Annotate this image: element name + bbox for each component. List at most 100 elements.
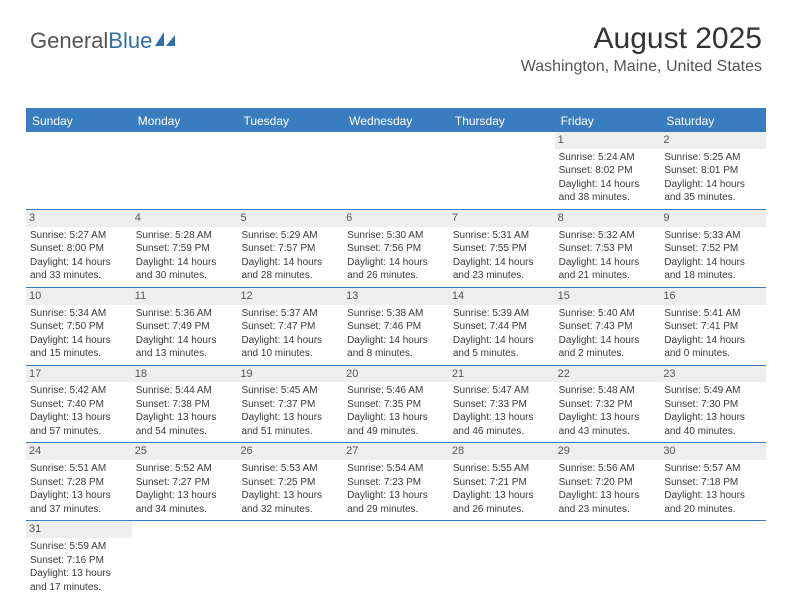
sunrise-text: Sunrise: 5:52 AM xyxy=(136,462,234,476)
day-number: 6 xyxy=(343,210,449,227)
week-row: 17Sunrise: 5:42 AMSunset: 7:40 PMDayligh… xyxy=(26,366,766,444)
sunset-text: Sunset: 7:37 PM xyxy=(241,398,339,412)
day-cell xyxy=(132,521,238,598)
sunrise-text: Sunrise: 5:24 AM xyxy=(559,151,657,165)
day-cell xyxy=(237,521,343,598)
day-cell: 25Sunrise: 5:52 AMSunset: 7:27 PMDayligh… xyxy=(132,443,238,520)
day-cell xyxy=(132,132,238,209)
day-number: 18 xyxy=(132,366,238,383)
day-cell xyxy=(237,132,343,209)
sunrise-text: Sunrise: 5:51 AM xyxy=(30,462,128,476)
day-cell: 23Sunrise: 5:49 AMSunset: 7:30 PMDayligh… xyxy=(660,366,766,443)
day-cell xyxy=(660,521,766,598)
week-row: 10Sunrise: 5:34 AMSunset: 7:50 PMDayligh… xyxy=(26,288,766,366)
logo-text-blue: Blue xyxy=(108,28,152,54)
daylight-text: Daylight: 13 hours and 51 minutes. xyxy=(241,411,339,438)
weekday-header: Monday xyxy=(132,110,238,132)
day-number: 11 xyxy=(132,288,238,305)
page-title: August 2025 xyxy=(521,22,762,56)
sunrise-text: Sunrise: 5:57 AM xyxy=(664,462,762,476)
day-number: 5 xyxy=(237,210,343,227)
sunset-text: Sunset: 7:49 PM xyxy=(136,320,234,334)
location-text: Washington, Maine, United States xyxy=(521,58,762,76)
day-cell: 13Sunrise: 5:38 AMSunset: 7:46 PMDayligh… xyxy=(343,288,449,365)
week-row: 1Sunrise: 5:24 AMSunset: 8:02 PMDaylight… xyxy=(26,132,766,210)
sunset-text: Sunset: 8:00 PM xyxy=(30,242,128,256)
day-number: 2 xyxy=(660,132,766,149)
day-number: 22 xyxy=(555,366,661,383)
sunset-text: Sunset: 7:59 PM xyxy=(136,242,234,256)
sunset-text: Sunset: 7:44 PM xyxy=(453,320,551,334)
day-number: 4 xyxy=(132,210,238,227)
sunrise-text: Sunrise: 5:44 AM xyxy=(136,384,234,398)
sunrise-text: Sunrise: 5:33 AM xyxy=(664,229,762,243)
logo-text-general: General xyxy=(30,28,108,54)
day-cell: 10Sunrise: 5:34 AMSunset: 7:50 PMDayligh… xyxy=(26,288,132,365)
sunrise-text: Sunrise: 5:47 AM xyxy=(453,384,551,398)
daylight-text: Daylight: 14 hours and 35 minutes. xyxy=(664,178,762,205)
sunset-text: Sunset: 7:43 PM xyxy=(559,320,657,334)
day-cell: 24Sunrise: 5:51 AMSunset: 7:28 PMDayligh… xyxy=(26,443,132,520)
day-number: 20 xyxy=(343,366,449,383)
daylight-text: Daylight: 14 hours and 0 minutes. xyxy=(664,334,762,361)
calendar: SundayMondayTuesdayWednesdayThursdayFrid… xyxy=(26,108,766,598)
day-cell: 29Sunrise: 5:56 AMSunset: 7:20 PMDayligh… xyxy=(555,443,661,520)
sunrise-text: Sunrise: 5:41 AM xyxy=(664,307,762,321)
sunrise-text: Sunrise: 5:56 AM xyxy=(559,462,657,476)
sunrise-text: Sunrise: 5:36 AM xyxy=(136,307,234,321)
sunrise-text: Sunrise: 5:30 AM xyxy=(347,229,445,243)
weekday-header: Sunday xyxy=(26,110,132,132)
day-cell: 19Sunrise: 5:45 AMSunset: 7:37 PMDayligh… xyxy=(237,366,343,443)
day-number: 8 xyxy=(555,210,661,227)
day-number: 16 xyxy=(660,288,766,305)
sunset-text: Sunset: 8:01 PM xyxy=(664,164,762,178)
weekday-header: Saturday xyxy=(660,110,766,132)
sunrise-text: Sunrise: 5:54 AM xyxy=(347,462,445,476)
day-cell: 20Sunrise: 5:46 AMSunset: 7:35 PMDayligh… xyxy=(343,366,449,443)
daylight-text: Daylight: 13 hours and 17 minutes. xyxy=(30,567,128,594)
sunrise-text: Sunrise: 5:39 AM xyxy=(453,307,551,321)
day-cell: 8Sunrise: 5:32 AMSunset: 7:53 PMDaylight… xyxy=(555,210,661,287)
day-cell: 26Sunrise: 5:53 AMSunset: 7:25 PMDayligh… xyxy=(237,443,343,520)
day-cell xyxy=(555,521,661,598)
daylight-text: Daylight: 13 hours and 20 minutes. xyxy=(664,489,762,516)
day-number: 9 xyxy=(660,210,766,227)
weeks-container: 1Sunrise: 5:24 AMSunset: 8:02 PMDaylight… xyxy=(26,132,766,598)
daylight-text: Daylight: 13 hours and 32 minutes. xyxy=(241,489,339,516)
sunrise-text: Sunrise: 5:55 AM xyxy=(453,462,551,476)
daylight-text: Daylight: 14 hours and 10 minutes. xyxy=(241,334,339,361)
daylight-text: Daylight: 13 hours and 57 minutes. xyxy=(30,411,128,438)
day-cell: 5Sunrise: 5:29 AMSunset: 7:57 PMDaylight… xyxy=(237,210,343,287)
daylight-text: Daylight: 14 hours and 28 minutes. xyxy=(241,256,339,283)
day-number: 7 xyxy=(449,210,555,227)
sunset-text: Sunset: 7:18 PM xyxy=(664,476,762,490)
sunset-text: Sunset: 7:57 PM xyxy=(241,242,339,256)
day-cell: 6Sunrise: 5:30 AMSunset: 7:56 PMDaylight… xyxy=(343,210,449,287)
day-cell xyxy=(26,132,132,209)
daylight-text: Daylight: 13 hours and 46 minutes. xyxy=(453,411,551,438)
sunset-text: Sunset: 7:53 PM xyxy=(559,242,657,256)
day-number: 27 xyxy=(343,443,449,460)
day-cell: 28Sunrise: 5:55 AMSunset: 7:21 PMDayligh… xyxy=(449,443,555,520)
sunrise-text: Sunrise: 5:32 AM xyxy=(559,229,657,243)
daylight-text: Daylight: 14 hours and 8 minutes. xyxy=(347,334,445,361)
day-number: 25 xyxy=(132,443,238,460)
day-number: 10 xyxy=(26,288,132,305)
sunset-text: Sunset: 7:50 PM xyxy=(30,320,128,334)
sunrise-text: Sunrise: 5:53 AM xyxy=(241,462,339,476)
day-number: 19 xyxy=(237,366,343,383)
daylight-text: Daylight: 14 hours and 15 minutes. xyxy=(30,334,128,361)
day-cell: 31Sunrise: 5:59 AMSunset: 7:16 PMDayligh… xyxy=(26,521,132,598)
sunset-text: Sunset: 7:30 PM xyxy=(664,398,762,412)
day-cell: 9Sunrise: 5:33 AMSunset: 7:52 PMDaylight… xyxy=(660,210,766,287)
weekday-header: Friday xyxy=(555,110,661,132)
sunrise-text: Sunrise: 5:45 AM xyxy=(241,384,339,398)
sunrise-text: Sunrise: 5:59 AM xyxy=(30,540,128,554)
day-number: 17 xyxy=(26,366,132,383)
day-cell: 7Sunrise: 5:31 AMSunset: 7:55 PMDaylight… xyxy=(449,210,555,287)
daylight-text: Daylight: 13 hours and 29 minutes. xyxy=(347,489,445,516)
weekday-header: Wednesday xyxy=(343,110,449,132)
day-number: 14 xyxy=(449,288,555,305)
week-row: 24Sunrise: 5:51 AMSunset: 7:28 PMDayligh… xyxy=(26,443,766,521)
weekday-header-row: SundayMondayTuesdayWednesdayThursdayFrid… xyxy=(26,110,766,132)
